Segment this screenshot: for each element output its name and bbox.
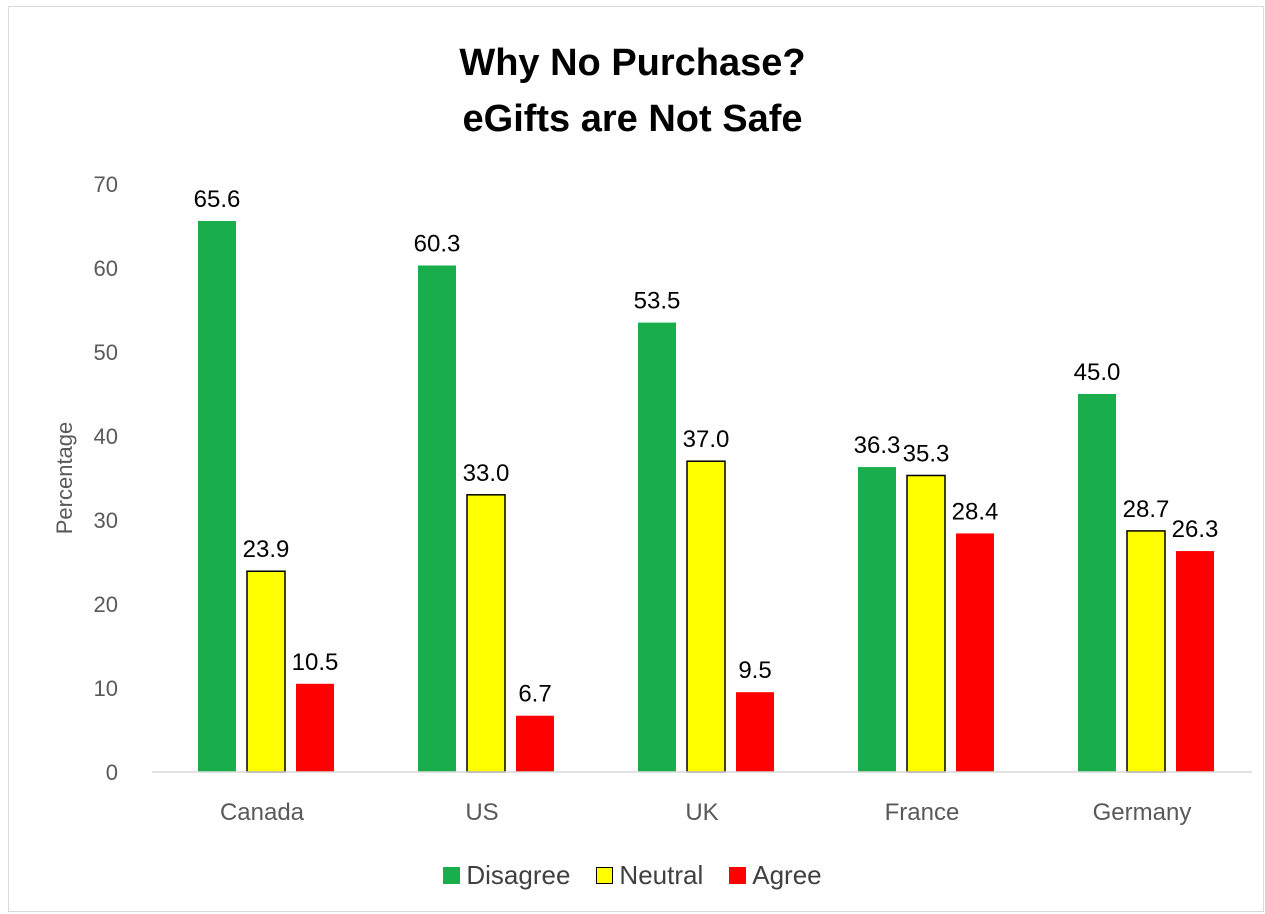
bar-neutral-france xyxy=(906,474,946,773)
data-label-disagree-canada: 65.6 xyxy=(194,186,241,213)
data-label-neutral-us: 33.0 xyxy=(463,460,510,487)
chart-legend: Disagree Neutral Agree xyxy=(0,860,1265,891)
bar-neutral-canada xyxy=(246,570,286,773)
bar-disagree-us xyxy=(418,265,456,772)
bar-neutral-us xyxy=(466,494,506,773)
data-label-disagree-germany: 45.0 xyxy=(1074,359,1121,386)
legend-item-disagree: Disagree xyxy=(443,860,570,891)
bar-disagree-germany xyxy=(1078,394,1116,772)
data-label-agree-france: 28.4 xyxy=(952,498,999,525)
x-tick-label-germany: Germany xyxy=(1093,799,1192,826)
x-tick-label-canada: Canada xyxy=(220,799,305,826)
legend-swatch-neutral xyxy=(596,867,614,884)
legend-label-agree: Agree xyxy=(752,860,822,890)
bar-agree-uk xyxy=(736,692,774,772)
legend-label-neutral: Neutral xyxy=(619,860,704,890)
y-axis-label: Percentage xyxy=(52,422,77,535)
legend-label-disagree: Disagree xyxy=(466,860,571,890)
data-label-agree-uk: 9.5 xyxy=(738,657,771,684)
bar-disagree-uk xyxy=(638,322,676,772)
bar-disagree-canada xyxy=(198,220,236,772)
legend-item-neutral: Neutral xyxy=(596,860,703,891)
x-tick-label-uk: UK xyxy=(685,799,718,826)
bar-agree-us xyxy=(516,715,554,772)
x-tick-label-us: US xyxy=(465,799,498,826)
data-label-agree-us: 6.7 xyxy=(518,681,551,708)
chart-subtitle: eGifts are Not Safe xyxy=(462,98,803,140)
data-label-neutral-uk: 37.0 xyxy=(683,426,730,453)
bar-neutral-uk xyxy=(686,460,726,773)
chart-title: Why No Purchase? xyxy=(459,42,806,84)
data-label-disagree-uk: 53.5 xyxy=(634,288,681,315)
y-tick-label: 70 xyxy=(94,172,118,197)
y-tick-label: 40 xyxy=(94,424,118,449)
data-label-agree-germany: 26.3 xyxy=(1172,516,1219,543)
bar-agree-germany xyxy=(1176,551,1214,772)
y-tick-label: 50 xyxy=(94,340,118,365)
data-label-neutral-france: 35.3 xyxy=(903,440,950,467)
bar-neutral-germany xyxy=(1126,530,1166,773)
legend-swatch-disagree xyxy=(443,867,461,884)
y-tick-label: 0 xyxy=(106,760,118,785)
legend-item-agree: Agree xyxy=(729,860,822,891)
y-tick-label: 30 xyxy=(94,508,118,533)
legend-swatch-agree xyxy=(729,867,747,884)
x-tick-label-france: France xyxy=(885,799,960,826)
y-tick-label: 60 xyxy=(94,256,118,281)
y-tick-label: 20 xyxy=(94,592,118,617)
data-label-agree-canada: 10.5 xyxy=(292,649,339,676)
bar-agree-canada xyxy=(296,683,334,772)
bar-disagree-france xyxy=(858,467,896,772)
data-label-neutral-canada: 23.9 xyxy=(243,536,290,563)
data-label-disagree-france: 36.3 xyxy=(854,432,901,459)
bar-agree-france xyxy=(956,533,994,772)
data-label-disagree-us: 60.3 xyxy=(414,230,461,257)
data-label-neutral-germany: 28.7 xyxy=(1123,496,1170,523)
y-tick-label: 10 xyxy=(94,676,118,701)
